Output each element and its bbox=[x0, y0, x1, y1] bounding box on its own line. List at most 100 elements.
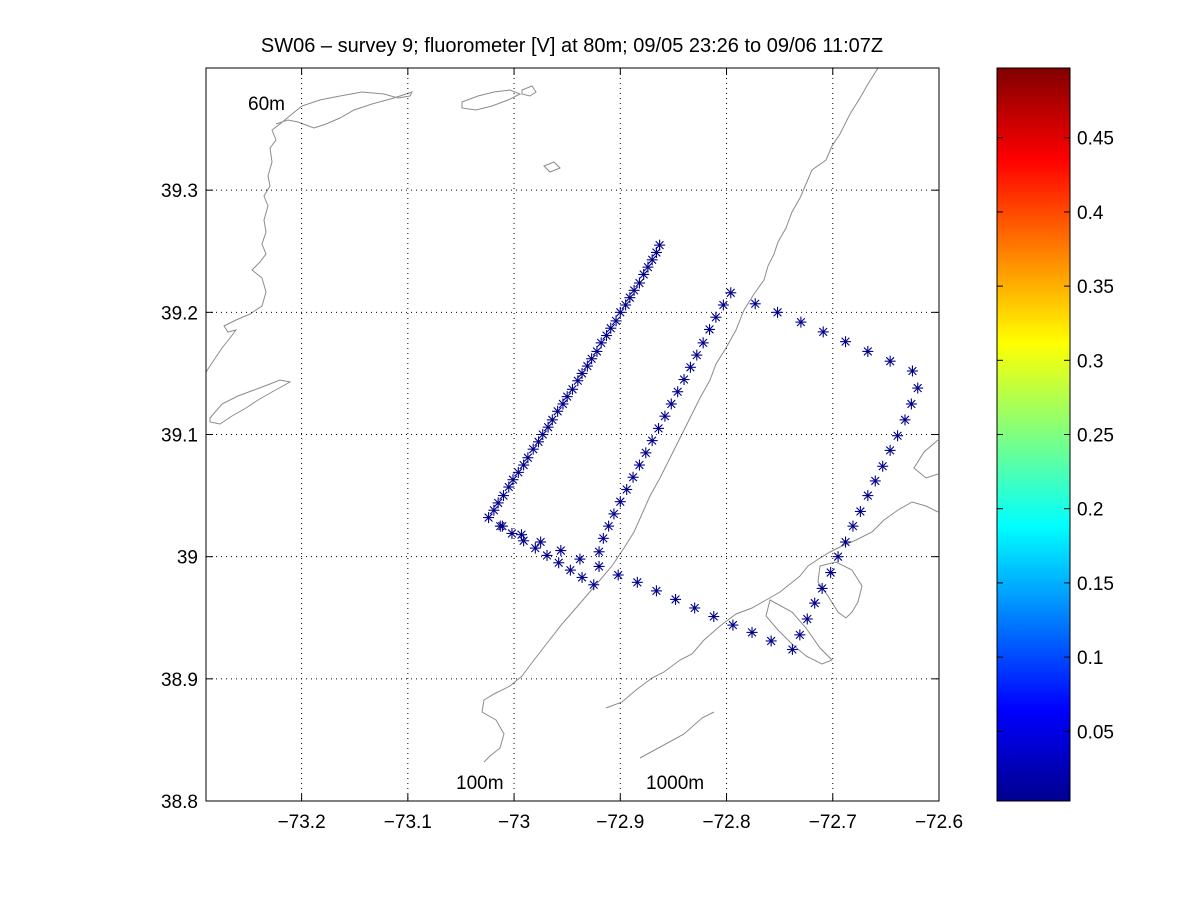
data-point bbox=[877, 460, 889, 472]
contour-1000m-line bbox=[481, 67, 879, 763]
y-tick-label: 39 bbox=[177, 548, 198, 569]
data-point bbox=[638, 268, 650, 280]
colorbar-tick-label: 0.3 bbox=[1077, 351, 1103, 372]
y-tick-label: 39.2 bbox=[161, 303, 198, 324]
plot-background bbox=[206, 68, 939, 801]
data-point bbox=[708, 611, 720, 623]
contour-60m-speck bbox=[543, 161, 561, 173]
data-point bbox=[620, 299, 632, 311]
data-point bbox=[772, 306, 784, 318]
data-point bbox=[653, 422, 665, 434]
x-tick-label: −72.8 bbox=[702, 812, 750, 833]
data-point bbox=[646, 435, 658, 447]
grid-lines bbox=[206, 68, 939, 801]
data-point bbox=[631, 576, 643, 588]
y-tick-label: 39.3 bbox=[161, 181, 198, 202]
data-point bbox=[595, 337, 607, 349]
data-point bbox=[561, 391, 573, 403]
data-point bbox=[749, 298, 761, 310]
data-point bbox=[624, 292, 636, 304]
data-point bbox=[591, 345, 603, 357]
data-point bbox=[862, 345, 874, 357]
chart-title: SW06 – survey 9; fluorometer [V] at 80m;… bbox=[261, 35, 883, 57]
data-point bbox=[597, 532, 609, 544]
data-point bbox=[809, 597, 821, 609]
data-point bbox=[593, 546, 605, 558]
data-point bbox=[529, 542, 541, 554]
x-axis-ticks: −73.2 −73.1 −73 −72.9 −72.8 −72.7 −72.6 bbox=[278, 68, 963, 833]
contour-60m-line bbox=[205, 91, 413, 373]
contour-deep-slope bbox=[639, 711, 715, 759]
data-point bbox=[497, 490, 509, 502]
data-point bbox=[884, 444, 896, 456]
data-point bbox=[684, 361, 696, 373]
colorbar-tick-label: 0.45 bbox=[1077, 129, 1114, 150]
data-point bbox=[710, 311, 722, 323]
contour-label-100m: 100m bbox=[456, 773, 504, 794]
data-point bbox=[633, 459, 645, 471]
contour-deep-lobe-lower bbox=[765, 599, 833, 665]
data-point bbox=[600, 330, 612, 342]
colorbar-tick-label: 0.05 bbox=[1077, 722, 1114, 743]
bathymetry-contours bbox=[205, 67, 939, 763]
data-point bbox=[516, 529, 528, 541]
data-point bbox=[614, 496, 626, 508]
data-point bbox=[518, 459, 530, 471]
contour-60m-islet bbox=[461, 89, 522, 111]
data-point bbox=[610, 315, 622, 327]
data-point bbox=[840, 536, 852, 548]
data-point bbox=[670, 593, 682, 605]
x-tick-label: −72.7 bbox=[809, 812, 857, 833]
data-point bbox=[557, 398, 569, 410]
data-point bbox=[825, 567, 837, 579]
data-point bbox=[899, 414, 911, 426]
colorbar-gradient bbox=[996, 67, 1071, 802]
data-point bbox=[884, 355, 896, 367]
data-point bbox=[672, 386, 684, 398]
colorbar: 0.05 0.1 0.15 0.2 0.25 0.3 0.35 0.4 0.45 bbox=[996, 67, 1114, 802]
colorbar-ticks: 0.05 0.1 0.15 0.2 0.25 0.3 0.35 0.4 0.45 bbox=[997, 129, 1114, 743]
survey-track bbox=[483, 239, 924, 656]
data-point bbox=[854, 505, 866, 517]
data-point bbox=[555, 545, 567, 557]
data-point bbox=[650, 246, 662, 258]
data-point bbox=[612, 569, 624, 581]
data-point bbox=[522, 452, 534, 464]
x-tick-label: −73.2 bbox=[278, 812, 326, 833]
data-point bbox=[817, 326, 829, 338]
data-point bbox=[746, 626, 758, 638]
y-axis-ticks: 38.8 38.9 39 39.1 39.2 39.3 bbox=[161, 181, 939, 813]
data-point bbox=[691, 349, 703, 361]
data-point bbox=[605, 322, 617, 334]
data-point bbox=[678, 374, 690, 386]
contour-100m-line bbox=[605, 501, 939, 709]
data-point bbox=[633, 277, 645, 289]
data-point bbox=[488, 504, 500, 516]
x-tick-label: −73 bbox=[498, 812, 530, 833]
data-point bbox=[567, 383, 578, 395]
colorbar-tick-label: 0.15 bbox=[1077, 574, 1114, 595]
colorbar-tick-label: 0.25 bbox=[1077, 426, 1114, 447]
data-point bbox=[496, 520, 508, 532]
data-point bbox=[840, 336, 852, 348]
data-point bbox=[725, 287, 737, 299]
data-point bbox=[786, 644, 798, 656]
data-point bbox=[905, 398, 917, 410]
data-point bbox=[642, 261, 654, 273]
data-point bbox=[704, 323, 716, 335]
data-point bbox=[697, 337, 709, 349]
data-point bbox=[727, 619, 739, 631]
data-point bbox=[847, 520, 859, 532]
data-point bbox=[542, 421, 554, 433]
y-tick-label: 38.8 bbox=[161, 792, 198, 813]
map-axes: −73.2 −73.1 −73 −72.9 −72.8 −72.7 −72.6 38.838… bbox=[161, 67, 963, 833]
data-point bbox=[608, 508, 620, 520]
contour-label-60m: 60m bbox=[248, 94, 285, 115]
data-point bbox=[512, 466, 524, 478]
data-point bbox=[795, 316, 807, 328]
y-tick-label: 38.9 bbox=[161, 670, 198, 691]
data-point bbox=[912, 382, 924, 394]
data-point bbox=[492, 497, 504, 509]
data-point bbox=[576, 367, 588, 379]
data-point bbox=[564, 564, 576, 576]
